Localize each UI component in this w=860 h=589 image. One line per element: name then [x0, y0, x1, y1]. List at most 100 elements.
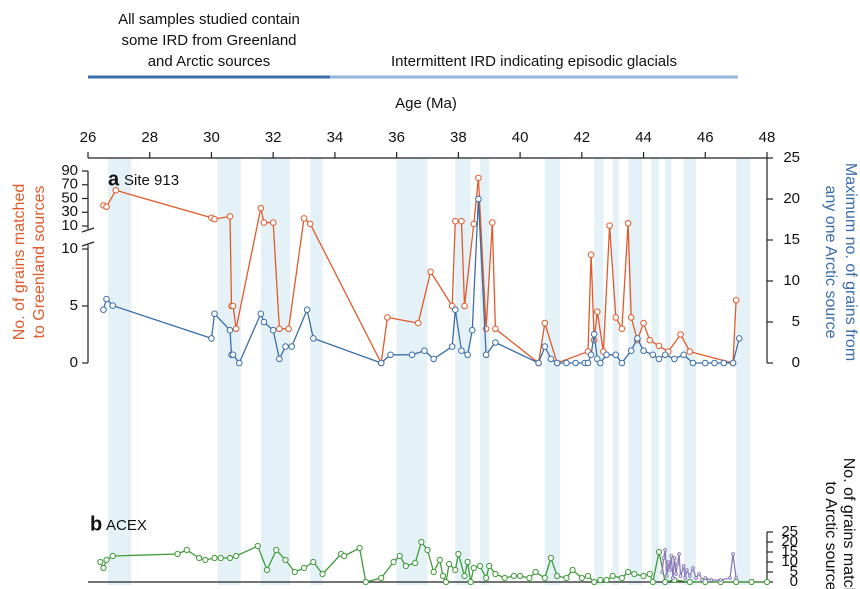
data-point	[563, 574, 570, 582]
data-point	[729, 359, 737, 367]
data-point	[670, 576, 675, 580]
data-point	[669, 554, 674, 558]
data-point	[625, 568, 632, 576]
data-point	[680, 351, 687, 359]
data-point	[461, 302, 468, 310]
data-point	[732, 297, 740, 304]
y2-tick-label: 15	[783, 231, 800, 248]
data-point	[587, 251, 595, 258]
y-tick-label: 5	[70, 297, 78, 314]
data-point	[174, 550, 181, 558]
data-point	[341, 552, 348, 560]
data-point	[649, 351, 657, 359]
data-point	[627, 314, 635, 321]
glacial-band	[612, 158, 619, 585]
annotation-text: All samples studied contain	[118, 11, 300, 28]
y-tick-label: 0	[70, 354, 78, 371]
data-point	[418, 538, 425, 546]
y-tick-label: 10	[61, 240, 78, 257]
data-point	[492, 570, 499, 578]
data-point	[492, 339, 499, 346]
data-point	[593, 308, 601, 316]
data-point	[269, 326, 277, 334]
glacial-band	[217, 158, 241, 585]
data-point	[226, 554, 234, 562]
data-point	[273, 546, 280, 554]
data-point	[276, 325, 283, 333]
axis-title: to Greenland sources	[31, 186, 48, 339]
data-point	[631, 570, 638, 578]
data-point	[661, 556, 666, 560]
data-point	[541, 319, 549, 327]
data-point	[677, 552, 681, 556]
data-point	[430, 568, 437, 576]
data-point	[612, 351, 620, 359]
data-point	[303, 306, 311, 314]
glacial-band	[736, 158, 751, 585]
y-tick-label: 50	[61, 189, 78, 206]
data-point	[646, 336, 654, 344]
data-point	[424, 546, 431, 554]
data-point	[412, 559, 419, 567]
data-point	[526, 574, 533, 582]
data-point	[554, 572, 561, 580]
glacial-band	[396, 158, 428, 585]
data-point	[461, 572, 468, 580]
data-point	[232, 325, 240, 333]
data-point	[612, 314, 620, 321]
data-point	[587, 351, 595, 359]
data-point	[763, 578, 771, 586]
data-point	[103, 203, 110, 211]
y-tick-label: 90	[61, 162, 78, 179]
data-point	[475, 195, 482, 203]
data-point	[467, 578, 474, 586]
x-tick-label: 34	[327, 129, 344, 146]
data-point	[640, 319, 647, 327]
data-point	[300, 564, 308, 572]
data-point	[694, 576, 698, 580]
data-point	[427, 268, 434, 276]
data-point	[183, 546, 190, 554]
data-point	[257, 204, 265, 212]
data-point	[233, 552, 240, 560]
data-point	[226, 326, 234, 334]
data-point	[387, 351, 394, 359]
data-point	[686, 348, 694, 355]
data-point	[572, 359, 579, 367]
data-point	[211, 310, 218, 318]
x-tick-label: 42	[573, 129, 590, 146]
data-point	[597, 576, 604, 584]
data-point	[439, 572, 447, 580]
data-point	[681, 564, 686, 568]
data-point	[288, 343, 296, 350]
data-point	[468, 326, 476, 334]
data-point	[684, 568, 689, 572]
data-point	[718, 578, 723, 582]
data-point	[310, 558, 317, 566]
data-point	[720, 359, 728, 367]
data-point	[263, 566, 271, 574]
data-point	[455, 550, 462, 558]
data-point	[282, 556, 289, 564]
data-point	[734, 576, 739, 580]
data-point	[618, 359, 626, 367]
data-point	[701, 359, 709, 367]
data-point	[356, 544, 363, 552]
glacial-band	[479, 158, 490, 585]
data-point	[590, 331, 598, 338]
data-point	[458, 347, 465, 355]
data-point	[378, 574, 385, 582]
data-point	[667, 568, 672, 572]
data-point	[208, 335, 215, 342]
axis-break	[81, 227, 95, 233]
data-point	[492, 325, 499, 333]
x-tick-label: 38	[450, 129, 467, 146]
data-point	[196, 554, 203, 562]
y2-tick-label: 0	[790, 573, 798, 589]
bands	[108, 158, 751, 585]
glacial-band	[260, 158, 291, 585]
data-point	[229, 351, 237, 359]
data-point	[674, 572, 678, 576]
data-point	[269, 219, 277, 226]
annotation-text: and Arctic sources	[148, 53, 271, 70]
